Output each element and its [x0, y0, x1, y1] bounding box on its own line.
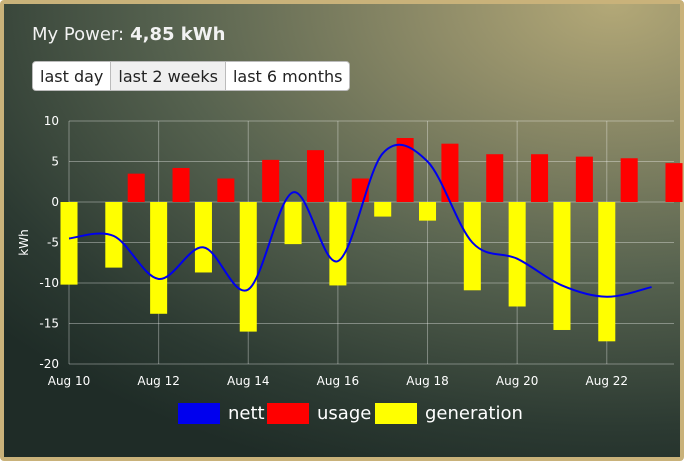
usage-bar	[396, 138, 414, 202]
usage-bar	[620, 158, 638, 202]
generation-bar	[239, 202, 257, 332]
y-tick-label: -5	[47, 236, 59, 250]
page-title: My Power: 4,85 kWh	[32, 24, 225, 45]
y-tick-label: 0	[51, 195, 59, 209]
usage-bar	[531, 154, 549, 202]
x-tick-label: Aug 14	[227, 374, 270, 388]
generation-bar	[329, 202, 347, 286]
generation-bar	[463, 202, 481, 291]
usage-bar	[172, 167, 190, 202]
generation-bar	[374, 202, 392, 217]
usage-bar	[127, 173, 145, 202]
last-6-months-button[interactable]: last 6 months	[225, 62, 350, 90]
usage-bar	[486, 154, 504, 202]
y-tick-label: -15	[39, 317, 59, 331]
title-label: My Power:	[32, 24, 125, 45]
usage-bar	[441, 143, 459, 202]
legend-usage-label: usage	[317, 403, 371, 424]
y-tick-label: -20	[39, 357, 59, 371]
legend-generation-label: generation	[425, 403, 523, 424]
generation-bar	[598, 202, 616, 342]
y-tick-label: -10	[39, 276, 59, 290]
legend-usage-swatch	[267, 403, 309, 424]
usage-bar	[262, 159, 280, 202]
generation-bar	[284, 202, 302, 245]
usage-bar	[217, 178, 235, 202]
x-tick-label: Aug 10	[48, 374, 91, 388]
generation-bar	[194, 202, 212, 273]
x-tick-label: Aug 20	[496, 374, 539, 388]
x-tick-label: Aug 18	[406, 374, 449, 388]
usage-bar	[306, 150, 324, 202]
legend-generation-swatch	[375, 403, 417, 424]
usage-bar	[575, 156, 593, 202]
last-2-weeks-button[interactable]: last 2 weeks	[111, 62, 226, 90]
legend-nett-label: nett	[228, 403, 265, 424]
generation-bar	[60, 202, 78, 285]
title-value: 4,85 kWh	[130, 24, 226, 45]
x-tick-label: Aug 16	[317, 374, 360, 388]
x-tick-label: Aug 12	[137, 374, 180, 388]
legend-nett-swatch	[178, 403, 220, 424]
nett-line	[68, 143, 652, 298]
range-button-group: last day last 2 weeks last 6 months	[32, 61, 351, 91]
generation-bar	[508, 202, 526, 307]
usage-bar	[665, 163, 683, 202]
generation-bar	[105, 202, 123, 268]
last-day-button[interactable]: last day	[33, 62, 112, 90]
y-tick-label: 5	[51, 155, 59, 169]
y-tick-label: 10	[44, 114, 59, 128]
generation-bar	[419, 202, 437, 221]
generation-bar	[150, 202, 168, 314]
x-tick-label: Aug 22	[586, 374, 629, 388]
generation-bar	[553, 202, 571, 330]
y-axis-label: kWh	[17, 229, 31, 255]
